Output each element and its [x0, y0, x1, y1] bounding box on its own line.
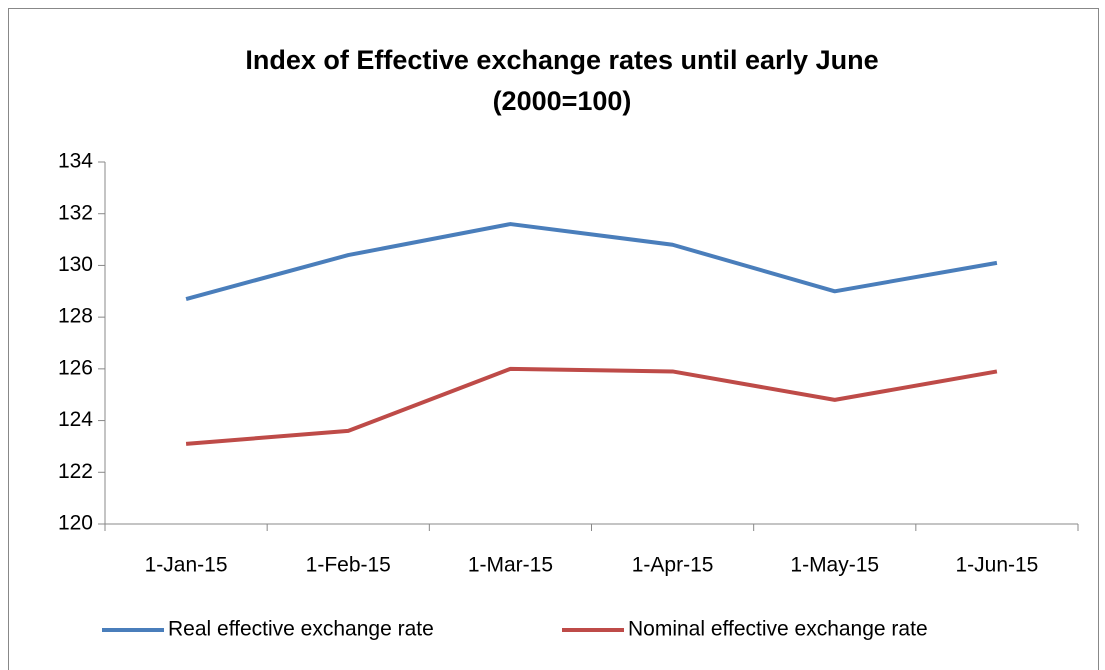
series-line — [185, 222, 998, 301]
x-tick-label: 1-May-15 — [790, 554, 879, 577]
x-tick-label: 1-Jun-15 — [955, 554, 1038, 577]
x-tick-label: 1-Jan-15 — [145, 554, 228, 577]
chart-subtitle: (2000=100) — [493, 86, 632, 116]
frame — [8, 8, 1099, 670]
y-tick-label: 124 — [58, 408, 93, 431]
x-tick-label: 1-Mar-15 — [468, 554, 553, 577]
series-line — [185, 366, 998, 446]
legend-label: Real effective exchange rate — [168, 618, 434, 641]
x-tick-label: 1-Feb-15 — [306, 554, 391, 577]
legend-label: Nominal effective exchange rate — [628, 618, 928, 641]
y-tick-label: 128 — [58, 305, 93, 328]
y-tick-label: 134 — [58, 150, 93, 173]
y-tick-label: 126 — [58, 356, 93, 379]
chart-title: Index of Effective exchange rates until … — [245, 45, 878, 75]
y-tick-label: 122 — [58, 460, 93, 483]
x-tick-label: 1-Apr-15 — [632, 554, 714, 577]
y-tick-label: 132 — [58, 201, 93, 224]
y-tick-label: 130 — [58, 253, 93, 276]
y-tick-label: 120 — [58, 512, 93, 535]
